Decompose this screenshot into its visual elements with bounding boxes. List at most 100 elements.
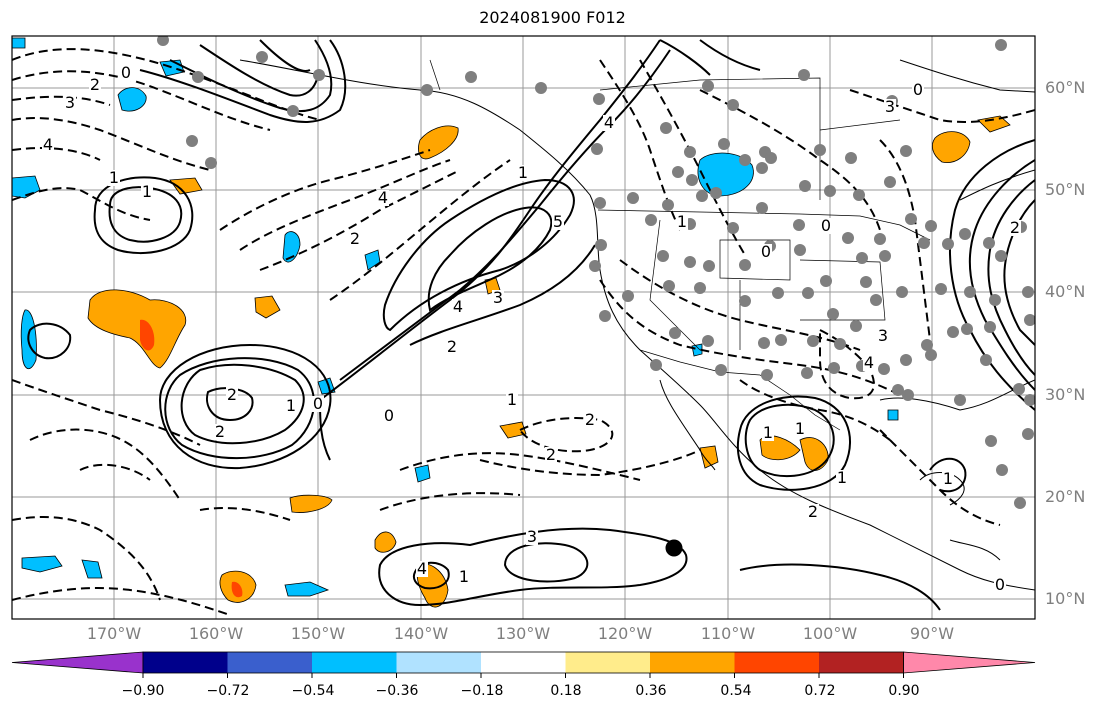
station-dot (256, 51, 268, 63)
colorbar-segment (650, 652, 735, 673)
contour-label: 1 (507, 390, 517, 409)
colorbar-segment (396, 652, 482, 673)
colorbar-tick-label: 0.90 (888, 683, 920, 699)
station-dot (828, 362, 840, 374)
station-dot (313, 69, 325, 81)
contour-label-background (89, 77, 101, 93)
colorbar-segment (734, 652, 820, 673)
contour-label-background (863, 355, 875, 371)
lon-label-170w: 170°W (86, 624, 142, 643)
contour-label: 0 (821, 216, 831, 235)
station-dot (900, 145, 912, 157)
contour-label: 4 (417, 559, 427, 578)
station-dot (739, 259, 751, 271)
contour-label-background (285, 398, 297, 414)
station-dot (925, 220, 937, 232)
station-dot (465, 71, 477, 83)
station-dot (718, 138, 730, 150)
station-dot (662, 199, 674, 211)
station-dot (622, 290, 634, 302)
contour-label-background (912, 82, 924, 98)
lat-label-50n: 50°N (1045, 180, 1086, 199)
station-dot (820, 275, 832, 287)
contour-label: 2 (546, 445, 556, 464)
station-dot (793, 219, 805, 231)
lon-label-110w: 110°W (700, 624, 756, 643)
station-dot (595, 239, 607, 251)
contour-label: 0 (384, 406, 394, 425)
station-dot (765, 152, 777, 164)
contour-label-background (884, 99, 896, 115)
station-dot (727, 99, 739, 111)
map-title: 2024081900 F012 (479, 8, 626, 27)
contour-label-background (458, 569, 470, 585)
lon-label-120w: 120°W (597, 624, 653, 643)
contour-label-background (760, 244, 772, 260)
contour-label: 4 (43, 135, 53, 154)
station-dot (1014, 497, 1026, 509)
station-dot (985, 435, 997, 447)
contour-label: 3 (527, 527, 537, 546)
station-dot (942, 238, 954, 250)
station-dot (775, 334, 787, 346)
contour-label-background (545, 447, 557, 463)
contour-label: 2 (808, 502, 818, 521)
lat-label-30n: 30°N (1045, 385, 1086, 404)
station-dot (657, 250, 669, 262)
colorbar (11, 651, 1036, 678)
lon-label-150w: 150°W (290, 624, 346, 643)
station-dot (1022, 286, 1034, 298)
station-dot (1024, 394, 1035, 406)
contour-label-background (349, 231, 361, 247)
station-dot (1024, 314, 1035, 326)
contour-label: 3 (65, 93, 75, 112)
colorbar-segment (143, 652, 228, 673)
lat-label-60n: 60°N (1045, 78, 1086, 97)
station-dot (935, 283, 947, 295)
lon-label-140w: 140°W (393, 624, 449, 643)
station-dot (715, 364, 727, 376)
contour-label-background (584, 412, 596, 428)
station-dot (984, 321, 996, 333)
station-dot (535, 82, 547, 94)
station-dot (925, 349, 937, 361)
black-dot-marker (665, 539, 683, 557)
station-dot (798, 69, 810, 81)
station-dot (799, 180, 811, 192)
colorbar-tick-label: 0.54 (720, 683, 752, 699)
contour-label-background (1009, 220, 1021, 236)
contour-label-background (214, 424, 226, 440)
lon-label-90w: 90°W (909, 624, 955, 643)
contour-label: 1 (763, 423, 773, 442)
station-dot (921, 339, 933, 351)
station-dot (702, 335, 714, 347)
contour-label-background (794, 421, 806, 437)
station-dot (842, 232, 854, 244)
station-dot (892, 384, 904, 396)
contour-label-background (517, 165, 529, 181)
colorbar-segment (312, 652, 397, 673)
station-dot (853, 189, 865, 201)
station-dot (879, 250, 891, 262)
station-dot (594, 197, 606, 209)
station-dot (660, 122, 672, 134)
station-dot (772, 287, 784, 299)
station-dot (627, 192, 639, 204)
contour-label: 1 (943, 469, 953, 488)
station-dot (758, 337, 770, 349)
contour-label: 4 (453, 297, 463, 316)
station-dot (694, 282, 706, 294)
contour-label: 3 (878, 326, 888, 345)
station-dot (996, 464, 1008, 476)
contour-label: 2 (227, 385, 237, 404)
station-dot (902, 389, 914, 401)
station-dot (669, 327, 681, 339)
contour-label: 2 (90, 75, 100, 94)
map-borders (429, 59, 931, 431)
station-dot (663, 280, 675, 292)
contour-label-background (312, 396, 324, 412)
station-dot (205, 157, 217, 169)
contour-label-background (377, 190, 389, 206)
contour-label: 2 (350, 229, 360, 248)
